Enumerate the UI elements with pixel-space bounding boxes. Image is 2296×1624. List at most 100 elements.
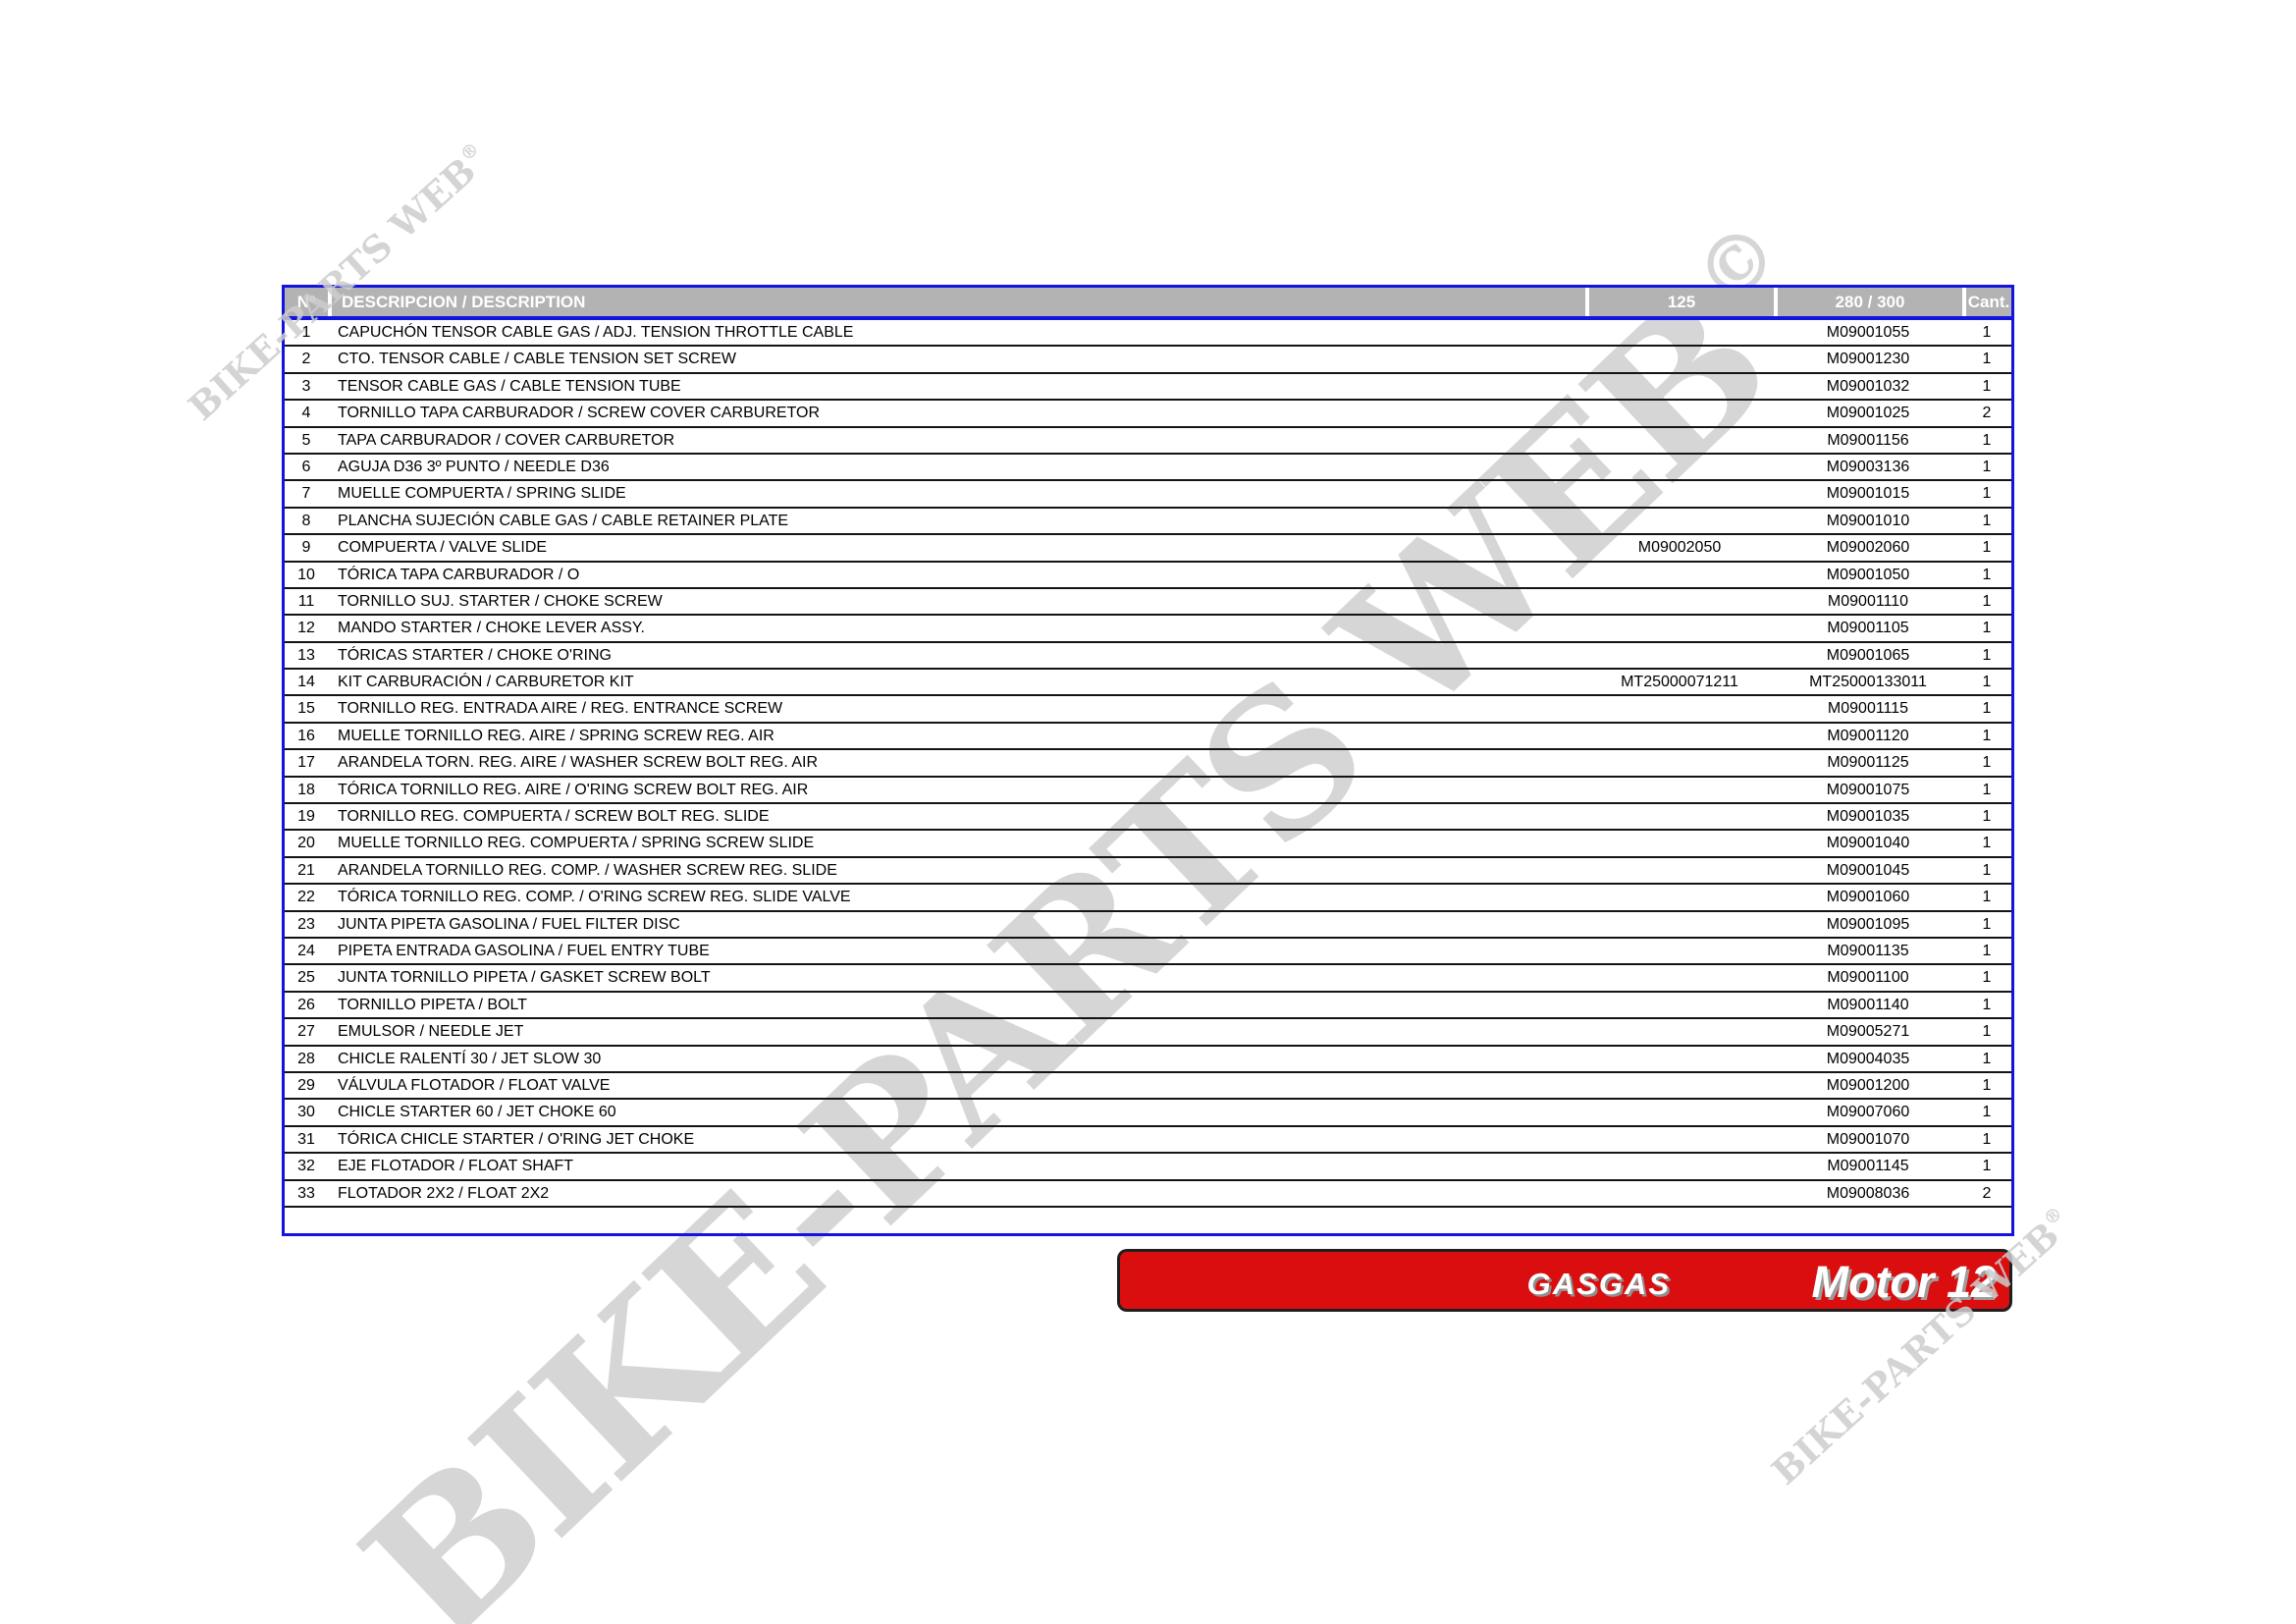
row-ref-125: [1585, 374, 1774, 399]
row-ref-125: [1585, 993, 1774, 1017]
row-ref-280-300: M09001100: [1827, 969, 1909, 987]
table-row: 15 TORNILLO REG. ENTRADA AIRE / REG. ENT…: [285, 696, 2011, 724]
row-qty: 1: [1982, 351, 1992, 368]
row-ref-280-300: M09001145: [1827, 1158, 1909, 1175]
table-row: 31 TÓRICA CHICLE STARTER / O'RING JET CH…: [285, 1127, 2011, 1155]
row-ref-125: [1585, 912, 1774, 937]
table-row: 8 PLANCHA SUJECIÓN CABLE GAS / CABLE RET…: [285, 509, 2011, 536]
row-ref-280-300: M09001110: [1827, 592, 1909, 610]
row-description: MUELLE TORNILLO REG. AIRE / SPRING SCREW…: [338, 727, 774, 744]
row-num: 10: [297, 566, 315, 583]
row-ref-280-300: M09001230: [1826, 351, 1910, 368]
row-qty: 1: [1982, 539, 1992, 557]
row-ref-280-300: M09001065: [1826, 646, 1910, 664]
row-ref-125: [1585, 1181, 1774, 1206]
row-ref-280-300: M09001070: [1826, 1130, 1910, 1148]
row-ref-125: [1585, 1154, 1774, 1178]
row-ref-280-300: M09001156: [1827, 431, 1909, 449]
row-num: 23: [297, 915, 315, 933]
row-qty: 2: [1982, 1184, 1992, 1202]
table-row: 18 TÓRICA TORNILLO REG. AIRE / O'RING SC…: [285, 778, 2011, 805]
table-row: 3 TENSOR CABLE GAS / CABLE TENSION TUBE …: [285, 374, 2011, 402]
row-ref-125: [1585, 320, 1774, 345]
row-ref-280-300: M09001010: [1826, 512, 1910, 529]
row-ref-280-300: M09007060: [1826, 1104, 1910, 1121]
row-description: VÁLVULA FLOTADOR / FLOAT VALVE: [338, 1076, 611, 1094]
row-num: 20: [297, 835, 315, 852]
row-description: FLOTADOR 2X2 / FLOAT 2X2: [338, 1184, 550, 1202]
row-qty: 1: [1982, 566, 1992, 583]
row-ref-125: [1585, 401, 1774, 425]
row-num: 11: [297, 592, 315, 610]
row-qty: 1: [1982, 592, 1992, 610]
row-description: TORNILLO SUJ. STARTER / CHOKE SCREW: [338, 592, 663, 610]
row-qty: 1: [1982, 1104, 1992, 1121]
row-ref-125: [1585, 455, 1774, 479]
row-ref-280-300: M09001115: [1827, 700, 1909, 718]
row-ref-125: [1585, 1047, 1774, 1071]
row-num: 19: [297, 808, 315, 826]
row-num: 16: [297, 727, 315, 744]
row-qty: 1: [1982, 431, 1992, 449]
row-ref-280-300: M09001120: [1827, 727, 1909, 744]
table-row: 17 ARANDELA TORN. REG. AIRE / WASHER SCR…: [285, 750, 2011, 778]
table-row: 14 KIT CARBURACIÓN / CARBURETOR KIT MT25…: [285, 670, 2011, 697]
row-num: 14: [297, 674, 315, 691]
table-body: 1 CAPUCHÓN TENSOR CABLE GAS / ADJ. TENSI…: [285, 320, 2011, 1233]
row-description: ARANDELA TORNILLO REG. COMP. / WASHER SC…: [338, 861, 837, 879]
row-num: 1: [301, 324, 311, 341]
row-ref-280-300: M09001135: [1827, 942, 1909, 959]
row-num: 8: [301, 512, 311, 529]
row-num: 7: [301, 485, 311, 503]
row-num: 18: [297, 781, 315, 798]
table-row: 4 TORNILLO TAPA CARBURADOR / SCREW COVER…: [285, 401, 2011, 428]
empty-row: [285, 1208, 2011, 1233]
table-row: 6 AGUJA D36 3º PUNTO / NEEDLE D36 M09003…: [285, 455, 2011, 482]
row-qty: 1: [1982, 808, 1992, 826]
row-description: TENSOR CABLE GAS / CABLE TENSION TUBE: [338, 377, 681, 395]
row-qty: 1: [1982, 1158, 1992, 1175]
row-ref-280-300: M09001015: [1826, 485, 1910, 503]
table-row: 25 JUNTA TORNILLO PIPETA / GASKET SCREW …: [285, 965, 2011, 993]
row-description: TORNILLO REG. ENTRADA AIRE / REG. ENTRAN…: [338, 700, 783, 718]
row-num: 33: [297, 1184, 315, 1202]
row-ref-280-300: M09001060: [1826, 889, 1910, 906]
row-ref-280-300: M09001025: [1826, 405, 1910, 422]
row-description: KIT CARBURACIÓN / CARBURETOR KIT: [338, 674, 634, 691]
row-num: 9: [301, 539, 311, 557]
row-ref-280-300: M09001040: [1826, 835, 1910, 852]
row-description: CHICLE STARTER 60 / JET CHOKE 60: [338, 1104, 616, 1121]
row-num: 2: [301, 351, 311, 368]
row-ref-125: [1585, 939, 1774, 963]
row-description: TÓRICA TAPA CARBURADOR / O: [338, 566, 580, 583]
row-num: 27: [297, 1023, 315, 1041]
row-description: ARANDELA TORN. REG. AIRE / WASHER SCREW …: [338, 754, 818, 772]
row-ref-125: [1585, 1019, 1774, 1044]
row-num: 28: [297, 1050, 315, 1067]
row-ref-280-300: M09003136: [1826, 458, 1910, 475]
row-ref-125: [1585, 724, 1774, 748]
table-row: 5 TAPA CARBURADOR / COVER CARBURETOR M09…: [285, 428, 2011, 455]
footer-banner: GASGAS Motor 12: [1117, 1249, 2012, 1312]
row-description: TÓRICA CHICLE STARTER / O'RING JET CHOKE: [338, 1130, 695, 1148]
row-ref-125: [1585, 696, 1774, 721]
row-qty: 1: [1982, 889, 1992, 906]
row-description: CHICLE RALENTÍ 30 / JET SLOW 30: [338, 1050, 602, 1067]
row-ref-125: [1585, 750, 1774, 775]
row-qty: 1: [1982, 1076, 1992, 1094]
row-ref-125: [1585, 1127, 1774, 1152]
header-125: 125: [1585, 288, 1774, 316]
row-qty: 1: [1982, 674, 1992, 691]
row-qty: 1: [1982, 969, 1992, 987]
row-ref-280-300: M09001055: [1826, 324, 1910, 341]
table-row: 32 EJE FLOTADOR / FLOAT SHAFT M09001145 …: [285, 1154, 2011, 1181]
row-ref-125: [1585, 1100, 1774, 1124]
row-description: PIPETA ENTRADA GASOLINA / FUEL ENTRY TUB…: [338, 942, 710, 959]
row-ref-280-300: M09001035: [1826, 808, 1910, 826]
row-qty: 1: [1982, 861, 1992, 879]
row-num: 22: [297, 889, 315, 906]
row-ref-125: [1585, 885, 1774, 909]
row-ref-125: [1585, 616, 1774, 640]
row-ref-280-300: M09001075: [1826, 781, 1910, 798]
